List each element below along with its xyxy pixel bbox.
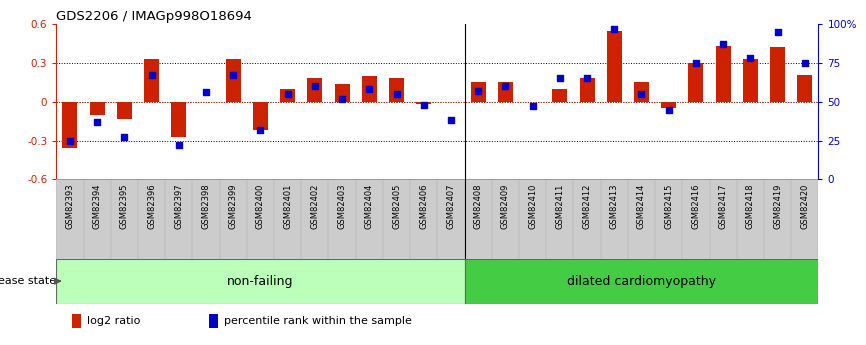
Text: GSM82420: GSM82420 <box>800 184 809 229</box>
Text: GSM82407: GSM82407 <box>447 184 456 229</box>
Text: GSM82403: GSM82403 <box>338 184 346 229</box>
Bar <box>770 47 785 102</box>
Point <box>526 104 540 109</box>
Point <box>607 26 621 32</box>
Bar <box>464 259 818 304</box>
Bar <box>607 31 622 102</box>
Text: GSM82414: GSM82414 <box>637 184 646 229</box>
Point <box>635 91 649 97</box>
Text: GSM82416: GSM82416 <box>691 184 701 229</box>
Text: GSM82399: GSM82399 <box>229 184 237 229</box>
Point <box>145 72 158 78</box>
Text: GSM82406: GSM82406 <box>419 184 428 229</box>
Point <box>716 41 730 47</box>
Text: disease state: disease state <box>0 276 56 286</box>
Text: dilated cardiomyopathy: dilated cardiomyopathy <box>567 275 716 288</box>
Bar <box>417 102 431 104</box>
Bar <box>117 102 132 119</box>
Text: GSM82417: GSM82417 <box>719 184 727 229</box>
Bar <box>280 89 295 102</box>
Bar <box>715 46 731 102</box>
Text: GSM82394: GSM82394 <box>93 184 101 229</box>
Point <box>171 142 185 148</box>
Text: GSM82396: GSM82396 <box>147 184 156 229</box>
Point <box>335 96 349 101</box>
Text: GSM82411: GSM82411 <box>555 184 565 229</box>
Point <box>662 107 675 112</box>
Text: GSM82395: GSM82395 <box>120 184 129 229</box>
Text: GSM82419: GSM82419 <box>773 184 782 229</box>
Text: GSM82409: GSM82409 <box>501 184 510 229</box>
Bar <box>307 78 322 102</box>
Bar <box>56 259 464 304</box>
Text: GSM82393: GSM82393 <box>66 184 74 229</box>
Text: GSM82398: GSM82398 <box>202 184 210 229</box>
Point <box>118 135 132 140</box>
Point <box>63 138 77 144</box>
Text: GSM82402: GSM82402 <box>310 184 320 229</box>
Text: GSM82397: GSM82397 <box>174 184 184 229</box>
Bar <box>72 314 81 328</box>
Bar <box>688 63 703 102</box>
Text: GSM82415: GSM82415 <box>664 184 673 229</box>
Text: non-failing: non-failing <box>227 275 294 288</box>
Bar <box>634 82 649 102</box>
Point <box>390 91 404 97</box>
Text: GSM82412: GSM82412 <box>583 184 591 229</box>
Point <box>798 60 811 66</box>
Point <box>580 76 594 81</box>
Point <box>771 29 785 35</box>
Text: GSM82410: GSM82410 <box>528 184 537 229</box>
Bar <box>144 59 159 102</box>
Point <box>417 102 430 108</box>
Bar <box>798 75 812 102</box>
Bar <box>56 179 818 259</box>
Text: GSM82418: GSM82418 <box>746 184 755 229</box>
Bar <box>334 83 350 102</box>
Point <box>689 60 703 66</box>
Point <box>254 127 268 132</box>
Point <box>308 83 322 89</box>
Bar <box>498 82 513 102</box>
Bar <box>226 59 241 102</box>
Bar <box>553 89 567 102</box>
Bar <box>171 102 186 137</box>
Point <box>471 88 485 93</box>
Bar <box>743 59 758 102</box>
Bar <box>662 102 676 108</box>
Text: GSM82408: GSM82408 <box>474 184 482 229</box>
Text: log2 ratio: log2 ratio <box>87 316 140 326</box>
Point <box>199 90 213 95</box>
Bar <box>470 82 486 102</box>
Point <box>743 56 757 61</box>
Point <box>90 119 104 125</box>
Text: GSM82401: GSM82401 <box>283 184 292 229</box>
Text: GSM82405: GSM82405 <box>392 184 401 229</box>
Point <box>553 76 566 81</box>
Point <box>499 83 513 89</box>
Bar <box>389 78 404 102</box>
Bar <box>209 314 218 328</box>
Text: percentile rank within the sample: percentile rank within the sample <box>224 316 412 326</box>
Text: GSM82400: GSM82400 <box>256 184 265 229</box>
Bar <box>362 76 377 102</box>
Bar <box>90 102 105 115</box>
Bar <box>62 102 77 148</box>
Text: GSM82413: GSM82413 <box>610 184 618 229</box>
Bar <box>253 102 268 130</box>
Point <box>444 118 458 123</box>
Point <box>226 72 240 78</box>
Bar <box>579 78 594 102</box>
Text: GSM82404: GSM82404 <box>365 184 374 229</box>
Text: GDS2206 / IMAGp998O18694: GDS2206 / IMAGp998O18694 <box>56 10 252 23</box>
Point <box>362 87 376 92</box>
Point <box>281 91 294 97</box>
